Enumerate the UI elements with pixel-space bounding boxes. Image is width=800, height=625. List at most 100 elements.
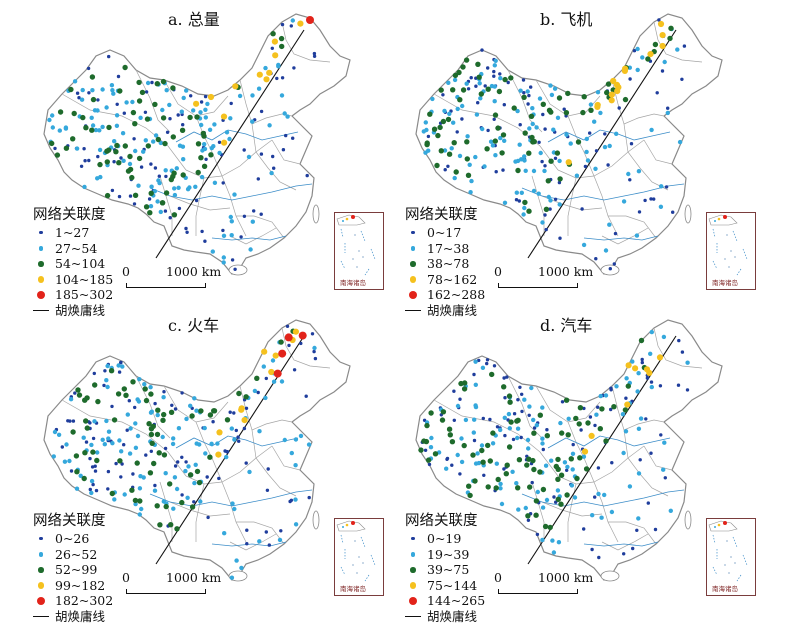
city-point-level-1	[234, 428, 238, 433]
legend-item-hu-line: 胡焕庸线	[405, 303, 485, 319]
taiwan-island	[684, 510, 692, 530]
city-point-level-1	[583, 164, 588, 169]
city-point-level-3	[507, 399, 513, 405]
city-point-level-2	[293, 497, 298, 502]
city-point-level-2	[187, 185, 192, 190]
province-boundary	[643, 445, 673, 471]
city-point-level-1	[153, 483, 157, 488]
city-point-level-1	[608, 267, 612, 271]
city-point-level-3	[537, 412, 543, 418]
city-point-level-3	[447, 432, 453, 438]
legend-symbol	[33, 246, 49, 251]
legend-dot-icon	[409, 597, 417, 606]
city-point-level-1	[228, 410, 232, 414]
city-point-level-2	[630, 359, 635, 364]
province-boundary	[159, 481, 173, 542]
city-point-level-2	[114, 113, 120, 118]
city-point-level-3	[207, 412, 214, 418]
city-point-level-2	[104, 418, 109, 424]
city-point-level-1	[649, 451, 653, 455]
city-point-level-2	[430, 96, 435, 102]
city-point-level-3	[147, 470, 154, 476]
city-point-level-3	[456, 69, 462, 76]
city-point-level-2	[135, 433, 141, 439]
city-point-level-3	[524, 462, 530, 468]
city-point-level-1	[239, 235, 243, 239]
province-boundary	[433, 399, 559, 477]
city-point-level-2	[581, 454, 587, 459]
city-point-level-2	[72, 79, 78, 84]
province-boundary	[281, 21, 331, 63]
city-point-level-1	[96, 98, 100, 102]
city-point-level-2	[635, 46, 640, 52]
city-point-level-1	[492, 69, 496, 74]
province-boundary	[623, 113, 665, 125]
city-point-level-1	[132, 137, 136, 141]
city-point-level-1	[312, 54, 317, 58]
legend-item: 54~104	[33, 256, 113, 272]
city-point-level-1	[221, 228, 225, 233]
city-point-level-2	[93, 127, 99, 133]
city-point-level-1	[133, 405, 137, 410]
city-point-level-3	[466, 483, 472, 489]
city-point-level-2	[442, 148, 448, 153]
city-point-level-3	[70, 429, 76, 435]
legend-label: 185~302	[55, 287, 114, 303]
city-point-level-2	[518, 88, 523, 93]
city-point-level-3	[179, 499, 185, 506]
city-point-level-2	[537, 96, 543, 101]
city-point-level-2	[572, 495, 578, 500]
city-point-level-3	[90, 96, 97, 103]
city-point-level-1	[265, 488, 270, 492]
city-point-level-1	[458, 472, 462, 476]
city-point-level-2	[114, 123, 120, 128]
city-point-level-3	[49, 140, 55, 147]
city-point-level-2	[562, 460, 568, 465]
city-point-level-2	[209, 145, 214, 151]
city-point-level-3	[502, 76, 508, 83]
city-point-level-2	[455, 452, 460, 458]
city-point-level-2	[230, 501, 235, 506]
legend-symbol	[405, 616, 421, 618]
city-point-level-1	[445, 456, 450, 461]
province-boundary	[608, 521, 657, 545]
city-point-level-1	[522, 91, 526, 95]
city-point-level-2	[515, 435, 520, 441]
city-point-level-2	[662, 440, 667, 445]
city-point-level-2	[588, 102, 594, 107]
city-point-level-3	[544, 433, 550, 439]
city-point-level-3	[508, 75, 514, 81]
city-point-level-1	[597, 555, 601, 560]
legend-item: 104~185	[33, 272, 113, 288]
city-point-level-3	[84, 425, 91, 431]
city-point-level-2	[184, 416, 189, 422]
legend-symbol	[405, 291, 421, 300]
city-point-level-2	[548, 83, 553, 88]
city-point-level-3	[495, 476, 501, 483]
city-point-level-5	[298, 331, 307, 340]
city-point-level-2	[160, 107, 165, 113]
city-point-level-1	[677, 338, 681, 343]
city-point-level-1	[119, 156, 123, 160]
city-point-level-5	[284, 333, 293, 342]
city-point-level-1	[631, 546, 635, 551]
city-point-level-3	[424, 141, 430, 148]
city-point-level-3	[451, 140, 457, 146]
city-point-level-1	[540, 159, 544, 164]
city-point-level-1	[472, 438, 477, 443]
city-point-level-1	[495, 425, 500, 429]
city-point-level-1	[245, 542, 249, 546]
city-point-level-2	[521, 212, 526, 217]
city-point-level-2	[627, 65, 632, 70]
city-point-level-3	[106, 147, 112, 153]
city-point-level-2	[468, 190, 473, 195]
city-point-level-1	[189, 94, 193, 98]
city-point-level-3	[145, 143, 151, 149]
legend-symbol	[405, 276, 421, 283]
city-point-level-2	[192, 396, 197, 401]
city-point-level-3	[163, 503, 169, 510]
city-point-level-3	[136, 79, 142, 86]
city-point-level-3	[160, 78, 167, 85]
city-point-level-2	[167, 102, 172, 108]
city-point-level-2	[498, 135, 503, 141]
